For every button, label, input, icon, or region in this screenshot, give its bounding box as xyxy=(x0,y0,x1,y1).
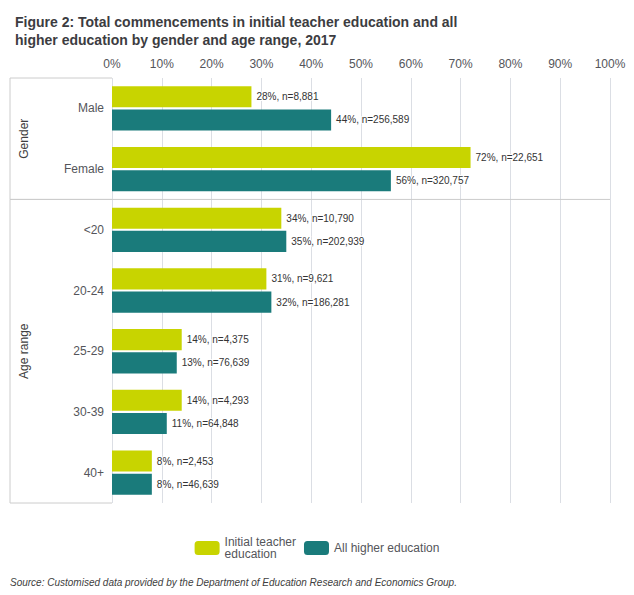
svg-text:All higher education: All higher education xyxy=(334,541,439,555)
svg-text:<20: <20 xyxy=(84,223,105,237)
svg-text:education: education xyxy=(225,547,277,561)
svg-text:40+: 40+ xyxy=(84,466,104,480)
svg-text:14%, n=4,293: 14%, n=4,293 xyxy=(187,395,249,406)
svg-text:higher education by gender and: higher education by gender and age range… xyxy=(15,32,337,48)
svg-text:0%: 0% xyxy=(103,57,121,71)
svg-text:Source: Customised data provid: Source: Customised data provided by the … xyxy=(10,577,457,588)
svg-text:30%: 30% xyxy=(249,57,273,71)
svg-text:90%: 90% xyxy=(548,57,572,71)
svg-text:60%: 60% xyxy=(399,57,423,71)
svg-text:8%, n=2,453: 8%, n=2,453 xyxy=(157,456,214,467)
svg-text:14%, n=4,375: 14%, n=4,375 xyxy=(187,334,249,345)
svg-text:Age range: Age range xyxy=(17,323,31,379)
svg-text:34%, n=10,790: 34%, n=10,790 xyxy=(286,213,354,224)
svg-text:11%, n=64,848: 11%, n=64,848 xyxy=(172,418,239,429)
svg-text:20-24: 20-24 xyxy=(73,284,104,298)
svg-text:Gender: Gender xyxy=(17,119,31,159)
svg-text:56%, n=320,757: 56%, n=320,757 xyxy=(396,175,470,186)
svg-text:Initial teacher: Initial teacher xyxy=(224,535,296,549)
svg-text:13%, n=76,639: 13%, n=76,639 xyxy=(182,357,250,368)
svg-text:8%, n=46,639: 8%, n=46,639 xyxy=(157,479,219,490)
svg-text:35%, n=202,939: 35%, n=202,939 xyxy=(291,236,365,247)
svg-text:70%: 70% xyxy=(449,57,473,71)
svg-text:40%: 40% xyxy=(299,57,323,71)
svg-text:30-39: 30-39 xyxy=(73,405,104,419)
svg-text:Male: Male xyxy=(78,101,104,115)
svg-text:Figure 2: Total commencements: Figure 2: Total commencements in initial… xyxy=(15,14,457,30)
svg-text:80%: 80% xyxy=(498,57,522,71)
svg-text:44%, n=256,589: 44%, n=256,589 xyxy=(336,114,410,125)
svg-text:20%: 20% xyxy=(200,57,224,71)
svg-text:10%: 10% xyxy=(150,57,174,71)
svg-text:28%, n=8,881: 28%, n=8,881 xyxy=(256,91,318,102)
svg-text:32%, n=186,281: 32%, n=186,281 xyxy=(276,297,350,308)
svg-text:Female: Female xyxy=(64,162,104,176)
svg-text:50%: 50% xyxy=(349,57,373,71)
svg-text:25-29: 25-29 xyxy=(73,344,104,358)
svg-text:100%: 100% xyxy=(595,57,626,71)
svg-text:31%, n=9,621: 31%, n=9,621 xyxy=(271,273,333,284)
svg-text:72%, n=22,651: 72%, n=22,651 xyxy=(476,152,544,163)
